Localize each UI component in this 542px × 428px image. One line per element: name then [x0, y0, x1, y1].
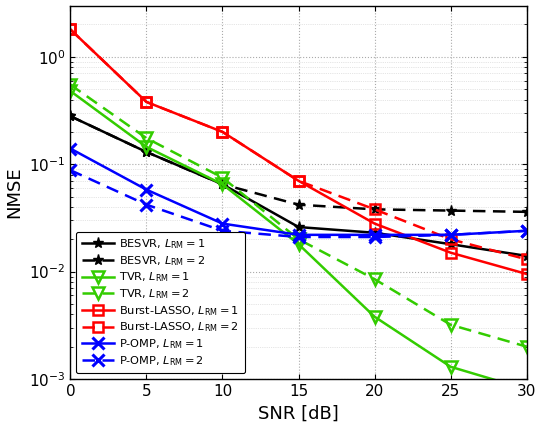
TVR, $L_{\rm RM} = 1$ — [524, 387, 530, 392]
TVR, $L_{\rm RM} = 2$ — [67, 82, 74, 87]
X-axis label: SNR [dB]: SNR [dB] — [258, 404, 339, 422]
BESVR, $L_{\rm RM} = 1$ — [143, 149, 150, 155]
Line: BESVR, $L_{\rm RM} = 2$: BESVR, $L_{\rm RM} = 2$ — [65, 110, 532, 217]
BESVR, $L_{\rm RM} = 2$ — [67, 113, 74, 119]
Line: BESVR, $L_{\rm RM} = 1$: BESVR, $L_{\rm RM} = 1$ — [65, 110, 532, 262]
TVR, $L_{\rm RM} = 1$ — [295, 242, 302, 247]
TVR, $L_{\rm RM} = 1$ — [67, 89, 74, 94]
P-OMP, $L_{\rm RM} = 1$ — [295, 232, 302, 238]
BESVR, $L_{\rm RM} = 2$ — [524, 209, 530, 214]
Burst-LASSO, $L_{\rm RM} = 1$ — [143, 99, 150, 104]
P-OMP, $L_{\rm RM} = 1$ — [219, 221, 225, 226]
Burst-LASSO, $L_{\rm RM} = 1$ — [219, 129, 225, 134]
Line: TVR, $L_{\rm RM} = 2$: TVR, $L_{\rm RM} = 2$ — [65, 79, 532, 352]
TVR, $L_{\rm RM} = 1$ — [371, 314, 378, 319]
Burst-LASSO, $L_{\rm RM} = 2$ — [143, 99, 150, 104]
P-OMP, $L_{\rm RM} = 1$ — [448, 232, 454, 238]
BESVR, $L_{\rm RM} = 1$ — [448, 242, 454, 247]
BESVR, $L_{\rm RM} = 2$ — [448, 208, 454, 213]
TVR, $L_{\rm RM} = 1$ — [448, 364, 454, 369]
TVR, $L_{\rm RM} = 2$ — [524, 344, 530, 349]
Line: Burst-LASSO, $L_{\rm RM} = 1$: Burst-LASSO, $L_{\rm RM} = 1$ — [66, 24, 532, 279]
Burst-LASSO, $L_{\rm RM} = 2$ — [524, 257, 530, 262]
P-OMP, $L_{\rm RM} = 2$ — [448, 232, 454, 238]
P-OMP, $L_{\rm RM} = 2$ — [524, 228, 530, 233]
Y-axis label: NMSE: NMSE — [5, 166, 23, 218]
Burst-LASSO, $L_{\rm RM} = 1$ — [448, 250, 454, 255]
Line: Burst-LASSO, $L_{\rm RM} = 2$: Burst-LASSO, $L_{\rm RM} = 2$ — [66, 24, 532, 264]
TVR, $L_{\rm RM} = 2$ — [371, 276, 378, 282]
Burst-LASSO, $L_{\rm RM} = 2$ — [295, 178, 302, 184]
Burst-LASSO, $L_{\rm RM} = 1$ — [524, 271, 530, 276]
Burst-LASSO, $L_{\rm RM} = 2$ — [67, 27, 74, 32]
P-OMP, $L_{\rm RM} = 2$ — [295, 235, 302, 240]
Line: TVR, $L_{\rm RM} = 1$: TVR, $L_{\rm RM} = 1$ — [65, 86, 532, 395]
P-OMP, $L_{\rm RM} = 2$ — [67, 168, 74, 173]
BESVR, $L_{\rm RM} = 1$ — [219, 182, 225, 187]
TVR, $L_{\rm RM} = 2$ — [219, 175, 225, 180]
Burst-LASSO, $L_{\rm RM} = 1$ — [67, 27, 74, 32]
BESVR, $L_{\rm RM} = 2$ — [295, 202, 302, 207]
BESVR, $L_{\rm RM} = 2$ — [219, 182, 225, 187]
Burst-LASSO, $L_{\rm RM} = 2$ — [219, 129, 225, 134]
P-OMP, $L_{\rm RM} = 2$ — [143, 202, 150, 207]
Legend: BESVR, $L_{\rm RM} = 1$, BESVR, $L_{\rm RM} = 2$, TVR, $L_{\rm RM} = 1$, TVR, $L: BESVR, $L_{\rm RM} = 1$, BESVR, $L_{\rm … — [76, 232, 245, 373]
TVR, $L_{\rm RM} = 1$ — [219, 182, 225, 187]
TVR, $L_{\rm RM} = 1$ — [143, 144, 150, 149]
TVR, $L_{\rm RM} = 2$ — [448, 322, 454, 327]
Line: P-OMP, $L_{\rm RM} = 2$: P-OMP, $L_{\rm RM} = 2$ — [65, 165, 532, 243]
Line: P-OMP, $L_{\rm RM} = 1$: P-OMP, $L_{\rm RM} = 1$ — [65, 143, 532, 241]
P-OMP, $L_{\rm RM} = 1$ — [67, 146, 74, 151]
BESVR, $L_{\rm RM} = 1$ — [524, 253, 530, 259]
Burst-LASSO, $L_{\rm RM} = 1$ — [371, 221, 378, 226]
TVR, $L_{\rm RM} = 2$ — [295, 237, 302, 242]
BESVR, $L_{\rm RM} = 2$ — [143, 149, 150, 155]
Burst-LASSO, $L_{\rm RM} = 2$ — [371, 207, 378, 212]
BESVR, $L_{\rm RM} = 1$ — [371, 230, 378, 235]
Burst-LASSO, $L_{\rm RM} = 1$ — [295, 178, 302, 184]
P-OMP, $L_{\rm RM} = 2$ — [371, 235, 378, 240]
P-OMP, $L_{\rm RM} = 1$ — [524, 228, 530, 233]
BESVR, $L_{\rm RM} = 1$ — [67, 113, 74, 119]
TVR, $L_{\rm RM} = 2$ — [143, 136, 150, 141]
BESVR, $L_{\rm RM} = 2$ — [371, 207, 378, 212]
P-OMP, $L_{\rm RM} = 1$ — [371, 232, 378, 238]
Burst-LASSO, $L_{\rm RM} = 2$ — [448, 237, 454, 242]
BESVR, $L_{\rm RM} = 1$ — [295, 224, 302, 229]
P-OMP, $L_{\rm RM} = 1$ — [143, 187, 150, 192]
P-OMP, $L_{\rm RM} = 2$ — [219, 228, 225, 233]
